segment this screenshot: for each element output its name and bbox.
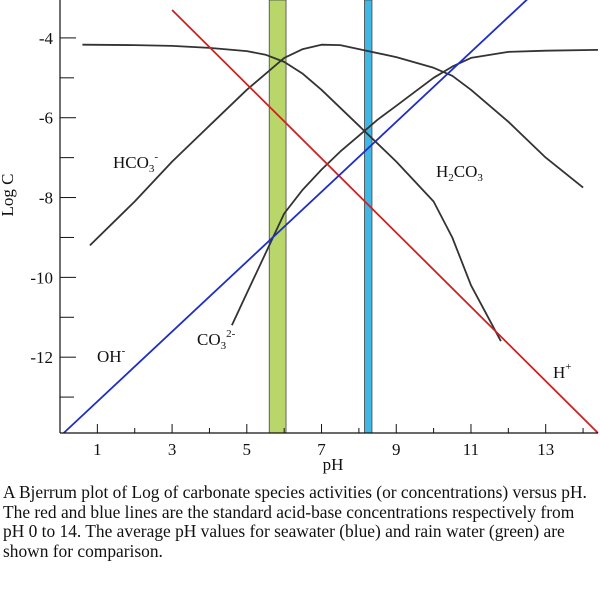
co3-series-line — [231, 49, 599, 326]
co3-label: CO32- — [197, 328, 236, 352]
x-tick-label: 11 — [463, 440, 479, 459]
h-plus-series-line — [171, 9, 599, 434]
x-axis-title: pH — [323, 455, 344, 474]
x-tick-label: 13 — [537, 440, 554, 459]
x-tick-label: 3 — [168, 440, 177, 459]
h-plus-label: H+ — [553, 361, 572, 382]
y-ticks: -4 -6 -8 -10 -12 — [30, 29, 76, 398]
y-tick-label: -6 — [39, 109, 53, 128]
oh-minus-series-line — [63, 0, 528, 434]
y-tick-label: -10 — [30, 268, 53, 287]
x-tick-label: 1 — [93, 440, 102, 459]
ph-bands — [268, 0, 373, 434]
y-tick-label: -4 — [39, 29, 54, 48]
x-ticks: 1 3 5 7 9 11 13 — [93, 424, 584, 459]
y-axis-title: Log C — [0, 174, 17, 217]
hco3-series-line — [89, 43, 584, 247]
oh-minus-label: OH- — [97, 345, 126, 366]
hco3-label: HCO3- — [113, 151, 158, 175]
seawater-ph-band — [364, 0, 373, 434]
series-lines — [63, 0, 599, 434]
y-tick-label: -8 — [39, 189, 53, 208]
x-tick-label: 9 — [392, 440, 401, 459]
y-tick-label: -12 — [30, 348, 53, 367]
species-labels: HCO3- H2CO3 CO32- H+ OH- — [97, 151, 572, 382]
h2co3-series-line — [82, 43, 502, 342]
x-tick-label: 7 — [317, 440, 326, 459]
x-tick-label: 5 — [243, 440, 252, 459]
figure-caption: A Bjerrum plot of Log of carbonate speci… — [3, 482, 587, 561]
h2co3-label: H2CO3 — [436, 162, 483, 184]
